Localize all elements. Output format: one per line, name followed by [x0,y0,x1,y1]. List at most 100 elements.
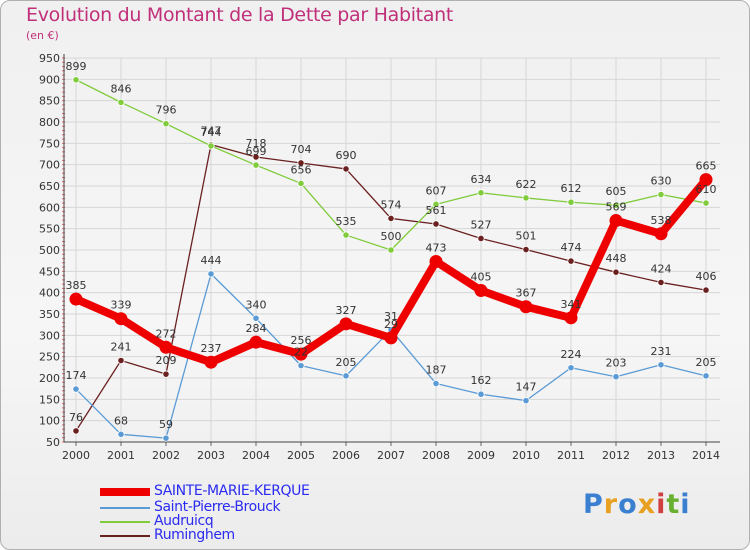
data-point [612,373,620,381]
x-tick-label: 2006 [332,449,360,462]
y-tick-label: 500 [39,244,60,257]
data-label: 610 [696,183,717,196]
data-point [69,292,83,306]
x-tick-label: 2012 [602,449,630,462]
data-label: 231 [651,345,672,358]
data-label: 605 [606,185,627,198]
data-point [657,190,665,199]
y-tick-label: 600 [39,201,60,214]
data-label: 68 [114,414,128,427]
data-label: 385 [66,279,87,292]
data-point [429,255,443,269]
data-point [519,300,533,314]
legend-label: Ruminghem [154,527,235,543]
legend-swatch [100,507,150,509]
data-point [117,430,125,438]
data-label: 448 [606,252,627,265]
y-tick-label: 900 [39,73,60,86]
data-point [567,198,575,206]
x-tick-label: 2001 [107,449,135,462]
x-tick-label: 2002 [152,449,180,462]
y-tick-label: 550 [39,223,60,236]
legend-label: Saint-Pierre-Brouck [154,499,281,515]
legend-label: SAINTE-MARIE-KERQUE [154,483,310,499]
data-label: 656 [291,163,312,176]
data-label: 203 [606,357,627,370]
data-point [432,200,440,208]
data-label: 718 [246,137,267,150]
data-label: 76 [69,411,83,424]
data-point [564,311,578,325]
data-point [654,227,668,241]
data-label: 574 [381,198,402,211]
data-label: 704 [291,143,312,156]
data-point [567,364,575,372]
data-label: 561 [426,204,447,217]
data-point [384,331,398,345]
x-tick-label: 2014 [692,449,720,462]
y-tick-label: 450 [39,265,60,278]
y-tick-label: 100 [39,415,60,428]
legend-swatch [100,535,150,537]
data-point [342,231,350,239]
data-point [387,246,395,254]
data-point [207,270,215,278]
data-label: 340 [246,298,267,311]
data-label: 147 [516,381,537,394]
x-tick-label: 2008 [422,449,450,462]
data-point [477,189,485,197]
data-label: 22 [294,346,308,359]
data-label: 31 [384,310,398,323]
data-point [162,434,170,442]
data-label: 630 [651,175,672,188]
proxiti-logo: Proxiti [583,489,691,520]
data-point [117,356,125,365]
data-point [522,194,530,202]
data-label: 527 [471,218,492,231]
data-label: 665 [696,160,717,173]
data-label: 424 [651,262,672,275]
data-label: 699 [246,145,267,158]
data-label: 29 [384,318,398,331]
legend-label: Audruicq [154,513,214,529]
data-point [699,173,713,187]
data-point [72,385,80,393]
data-label: 284 [246,322,267,335]
data-label: 634 [471,173,492,186]
data-point [162,370,170,378]
y-tick-label: 400 [39,287,60,300]
data-point [522,397,530,405]
data-label: 187 [426,364,447,377]
data-label: 241 [111,341,132,354]
data-point [432,379,440,388]
data-label: 237 [201,342,222,355]
x-tick-label: 2013 [647,449,675,462]
data-point [342,372,350,380]
data-point [72,427,80,435]
data-point [702,199,710,207]
data-label: 607 [426,184,447,197]
data-point [657,361,665,369]
data-point [162,120,170,128]
data-point [612,268,620,276]
data-label: 341 [561,298,582,311]
data-point [657,278,665,287]
x-tick-label: 2000 [62,449,90,462]
data-label: 899 [66,60,87,73]
data-point [72,76,80,84]
y-tick-label: 950 [39,52,60,65]
y-tick-label: 700 [39,159,60,172]
y-tick-label: 800 [39,116,60,129]
x-tick-label: 2009 [467,449,495,462]
data-label: 174 [66,369,87,382]
x-tick-label: 2005 [287,449,315,462]
x-tick-label: 2010 [512,449,540,462]
data-point [612,201,620,209]
legend-swatch [100,521,150,523]
data-label: 406 [696,270,717,283]
x-tick-label: 2004 [242,449,270,462]
data-label: 500 [381,230,402,243]
data-point [522,245,530,254]
data-label: 744 [201,126,222,139]
